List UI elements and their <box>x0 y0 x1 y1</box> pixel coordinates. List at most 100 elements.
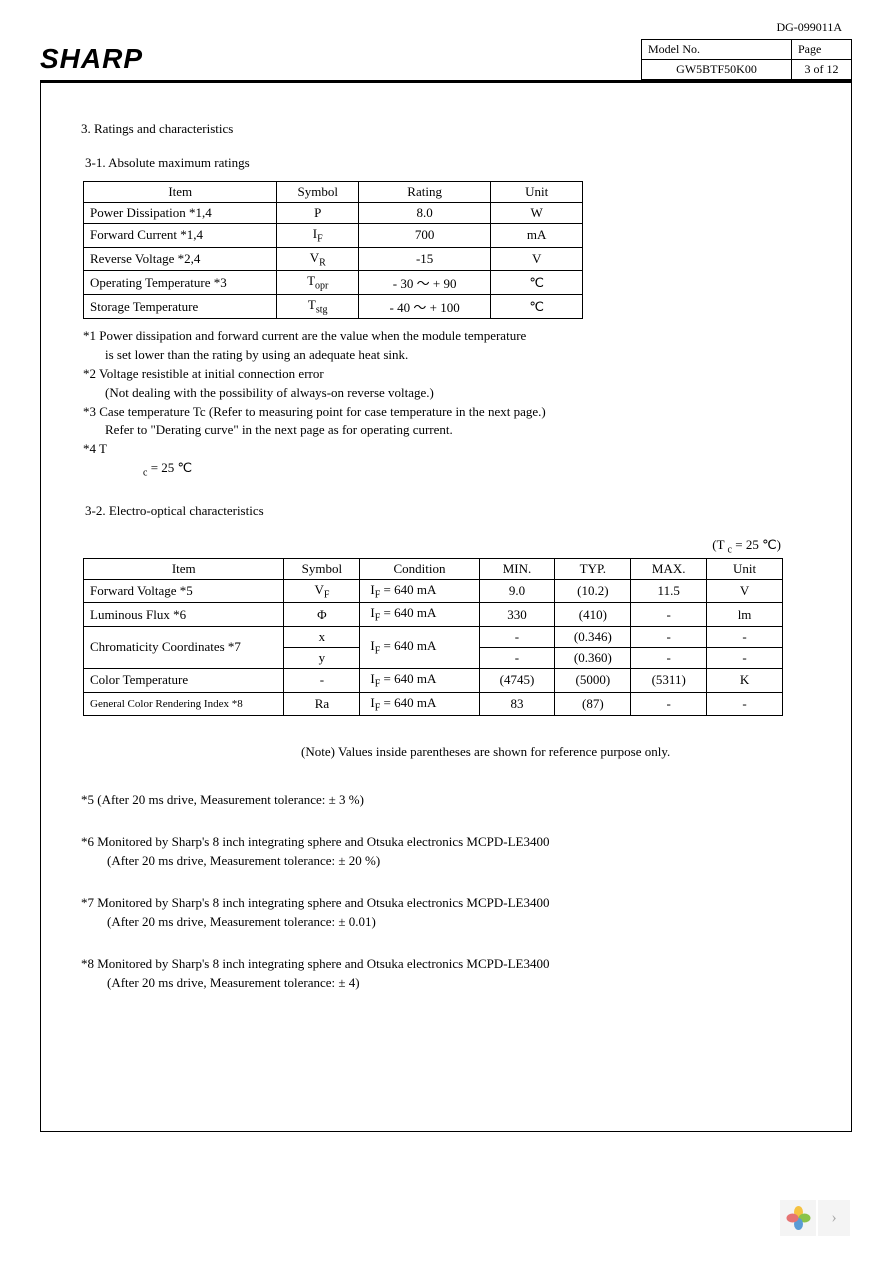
footnote-8: *8 Monitored by Sharp's 8 inch integrati… <box>81 954 811 993</box>
t1-unit: V <box>491 247 583 271</box>
t1-symbol: Topr <box>277 271 358 295</box>
t2-condition: IF = 640 mA <box>360 668 479 692</box>
note-2-line-2: (Not dealing with the possibility of alw… <box>83 384 811 403</box>
t2-symbol: VF <box>284 579 360 603</box>
t1-item: Reverse Voltage *2,4 <box>84 247 277 271</box>
reference-note: (Note) Values inside parentheses are sho… <box>81 744 811 760</box>
footnote-6-line-2: (After 20 ms drive, Measurement toleranc… <box>81 851 811 871</box>
t2-unit: lm <box>707 603 783 627</box>
t2-condition: IF = 640 mA <box>360 626 479 668</box>
t1-symbol: P <box>277 203 358 224</box>
footnote-8-line-2: (After 20 ms drive, Measurement toleranc… <box>81 973 811 993</box>
t2-header-typ: TYP. <box>555 558 631 579</box>
footnote-7-line-1: *7 Monitored by Sharp's 8 inch integrati… <box>81 895 549 910</box>
t1-rating: -15 <box>358 247 490 271</box>
t2-max: (5311) <box>631 668 707 692</box>
t2-item: Luminous Flux *6 <box>84 603 284 627</box>
t2-unit: - <box>707 692 783 716</box>
t1-item: Power Dissipation *1,4 <box>84 203 277 224</box>
section-title: 3. Ratings and characteristics <box>81 121 811 137</box>
t1-rating: - 40 ～ + 100 <box>358 295 490 319</box>
t2-typ: (410) <box>555 603 631 627</box>
model-value: GW5BTF50K00 <box>642 60 792 80</box>
t2-max: - <box>631 626 707 647</box>
t2-condition: IF = 640 mA <box>360 692 479 716</box>
page-value: 3 of 12 <box>792 60 852 80</box>
t1-unit: ℃ <box>491 271 583 295</box>
t2-unit: - <box>707 647 783 668</box>
t2-condition: IF = 640 mA <box>360 579 479 603</box>
sharp-logo: SHARP <box>40 39 143 75</box>
t1-item: Operating Temperature *3 <box>84 271 277 295</box>
t1-unit: W <box>491 203 583 224</box>
page-header: SHARP Model No. Page GW5BTF50K00 3 of 12 <box>40 39 852 82</box>
document-code: DG-099011A <box>40 20 852 35</box>
model-label: Model No. <box>642 40 792 60</box>
t2-typ: (0.360) <box>555 647 631 668</box>
t1-header-symbol: Symbol <box>277 182 358 203</box>
t2-header-condition: Condition <box>360 558 479 579</box>
t2-header-item: Item <box>84 558 284 579</box>
absolute-max-ratings-table: Item Symbol Rating Unit Power Dissipatio… <box>83 181 583 319</box>
t1-unit: mA <box>491 224 583 248</box>
t2-min: 83 <box>479 692 555 716</box>
cond-prefix: (T <box>712 537 727 552</box>
subsection-2-title: 3-2. Electro-optical characteristics <box>85 503 811 519</box>
t2-symbol: Ra <box>284 692 360 716</box>
t2-min: (4745) <box>479 668 555 692</box>
t2-min: - <box>479 626 555 647</box>
note-4-suffix: = 25 ℃ <box>147 460 192 475</box>
page: DG-099011A SHARP Model No. Page GW5BTF50… <box>0 0 892 1172</box>
t1-symbol: IF <box>277 224 358 248</box>
next-page-button[interactable]: › <box>818 1200 850 1236</box>
t2-max: - <box>631 647 707 668</box>
electro-optical-footnotes: *5 (After 20 ms drive, Measurement toler… <box>81 790 811 993</box>
t2-symbol: - <box>284 668 360 692</box>
subsection-1-title: 3-1. Absolute maximum ratings <box>85 155 811 171</box>
t1-header-unit: Unit <box>491 182 583 203</box>
t2-header-symbol: Symbol <box>284 558 360 579</box>
t2-item: Color Temperature <box>84 668 284 692</box>
cond-suffix: = 25 ℃) <box>732 537 781 552</box>
footnote-8-line-1: *8 Monitored by Sharp's 8 inch integrati… <box>81 956 549 971</box>
t1-symbol: Tstg <box>277 295 358 319</box>
footnote-6-line-1: *6 Monitored by Sharp's 8 inch integrati… <box>81 834 549 849</box>
flower-icon <box>786 1206 810 1230</box>
t2-item: General Color Rendering Index *8 <box>84 692 284 716</box>
t2-unit: K <box>707 668 783 692</box>
t2-typ: (10.2) <box>555 579 631 603</box>
note-3-line-2: Refer to "Derating curve" in the next pa… <box>83 421 811 440</box>
t1-item: Storage Temperature <box>84 295 277 319</box>
t2-header-max: MAX. <box>631 558 707 579</box>
t2-min: 9.0 <box>479 579 555 603</box>
footnote-7: *7 Monitored by Sharp's 8 inch integrati… <box>81 893 811 932</box>
t2-item: Chromaticity Coordinates *7 <box>84 626 284 668</box>
note-4-value: c = 25 ℃ <box>83 460 192 475</box>
t2-unit: V <box>707 579 783 603</box>
note-4: *4 T c = 25 ℃ <box>83 440 811 481</box>
t2-typ: (0.346) <box>555 626 631 647</box>
t2-max: 11.5 <box>631 579 707 603</box>
content-frame: 3. Ratings and characteristics 3-1. Abso… <box>40 82 852 1132</box>
t2-item: Forward Voltage *5 <box>84 579 284 603</box>
t2-header-min: MIN. <box>479 558 555 579</box>
note-1-line-2: is set lower than the rating by using an… <box>83 346 811 365</box>
t1-header-rating: Rating <box>358 182 490 203</box>
t2-max: - <box>631 692 707 716</box>
t2-symbol: Φ <box>284 603 360 627</box>
condition-note: (T c = 25 ℃) <box>81 537 781 556</box>
t1-unit: ℃ <box>491 295 583 319</box>
t1-rating: 8.0 <box>358 203 490 224</box>
page-label: Page <box>792 40 852 60</box>
note-1-line-1: *1 Power dissipation and forward current… <box>83 327 811 346</box>
footnote-6: *6 Monitored by Sharp's 8 inch integrati… <box>81 832 811 871</box>
footnote-7-line-2: (After 20 ms drive, Measurement toleranc… <box>81 912 811 932</box>
note-4-prefix: *4 T <box>83 441 107 456</box>
t2-unit: - <box>707 626 783 647</box>
footnote-5: *5 (After 20 ms drive, Measurement toler… <box>81 790 811 810</box>
nav-logo-icon[interactable] <box>780 1200 816 1236</box>
t1-item: Forward Current *1,4 <box>84 224 277 248</box>
t1-header-item: Item <box>84 182 277 203</box>
t2-header-unit: Unit <box>707 558 783 579</box>
t2-max: - <box>631 603 707 627</box>
